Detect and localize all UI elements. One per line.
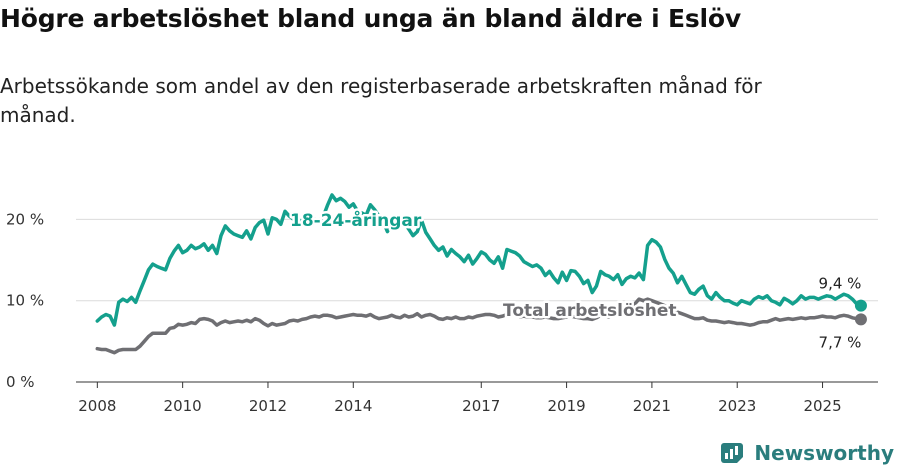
x-axis: 2008 2010 2012 2014 2017 2019 2021 2023 2025 (78, 382, 842, 415)
x-tick-label: 2025 (803, 397, 841, 415)
y-tick-label: 0 % (6, 373, 35, 391)
series-label-youth-halo: 18-24-åringar (290, 209, 422, 231)
chart-title: Högre arbetslöshet bland unga än bland ä… (0, 4, 741, 33)
x-tick-label: 2021 (633, 397, 671, 415)
x-tick-label: 2019 (547, 397, 585, 415)
x-tick-label: 2023 (718, 397, 756, 415)
y-tick-label: 10 % (6, 292, 44, 310)
x-tick-label: 2014 (334, 397, 372, 415)
brand-name: Newsworthy (754, 441, 894, 465)
series-label-total: Total arbetslöshet (503, 301, 677, 321)
x-tick-label: 2008 (78, 397, 116, 415)
series-label-total-halo: Total arbetslöshet (503, 301, 677, 321)
y-tick-label: 20 % (6, 210, 44, 228)
end-value-total: 7,7 % (819, 333, 862, 351)
series-line-youth (95, 193, 863, 327)
end-value-youth: 9,4 % (819, 275, 862, 293)
newsworthy-icon (721, 443, 744, 463)
x-tick-label: 2010 (164, 397, 202, 415)
brand-logo: Newsworthy (720, 440, 894, 466)
end-point-youth (854, 299, 867, 312)
x-tick-label: 2017 (462, 397, 500, 415)
series-label-youth: 18-24-åringar (290, 209, 422, 231)
x-tick-label: 2012 (249, 397, 287, 415)
chart-subtitle: Arbetssökande som andel av den registerb… (0, 74, 762, 127)
end-point-total (854, 313, 867, 326)
series-lines (95, 193, 867, 355)
series-line-total (95, 297, 863, 355)
